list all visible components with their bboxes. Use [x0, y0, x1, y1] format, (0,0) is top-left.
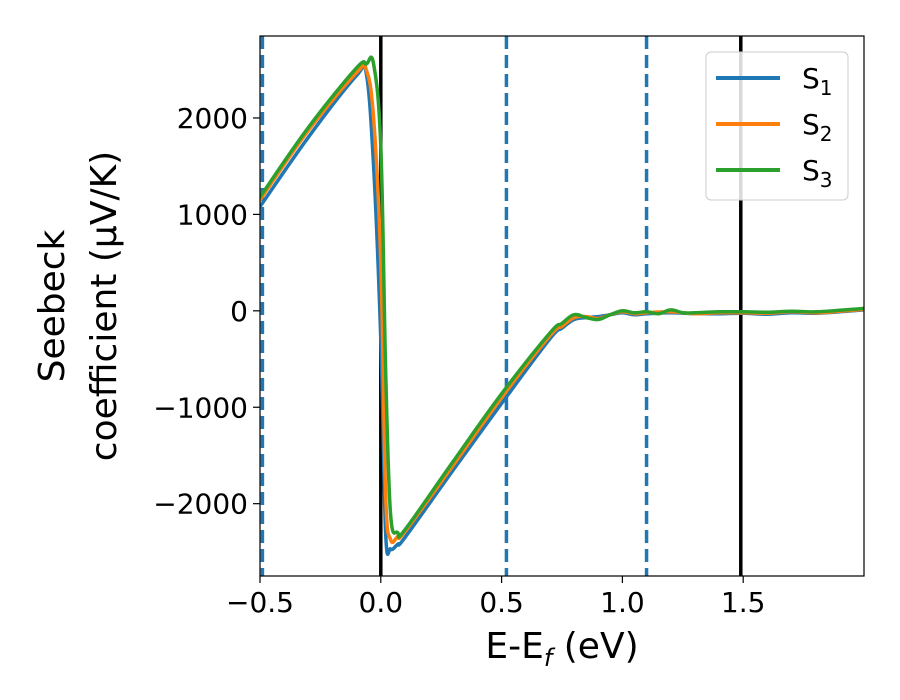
y-tick-label: −1000: [153, 391, 248, 424]
y-axis: 2000 1000 0 −1000 −2000: [153, 102, 260, 521]
x-axis-label: E-Ef (eV): [485, 626, 638, 672]
y-axis-label-line2: coefficient (μV/K): [84, 151, 125, 461]
x-tick-label: 1.0: [600, 586, 645, 619]
plot-frame: [259, 35, 865, 577]
legend-label-s1: S1: [802, 62, 833, 100]
data-series: [260, 55, 864, 557]
x-tick-label: −0.5: [226, 586, 294, 619]
legend-label-s2: S2: [802, 108, 833, 146]
y-tick-label: 2000: [177, 102, 248, 135]
x-tick-label: 1.5: [721, 586, 766, 619]
reference-lines: [260, 36, 743, 576]
x-tick-label: 0.0: [359, 586, 404, 619]
y-tick-label: 1000: [177, 198, 248, 231]
y-axis-label-line1: Seebeck: [32, 229, 73, 382]
legend-label-s3: S3: [802, 154, 833, 192]
y-tick-label: −2000: [153, 488, 248, 521]
y-tick-label: 0: [230, 295, 248, 328]
series-line-s3: [260, 55, 864, 539]
y-axis-label: Seebeck coefficient (μV/K): [32, 151, 125, 461]
x-tick-label: 0.5: [479, 586, 524, 619]
legend: S1 S2 S3: [705, 51, 849, 201]
x-axis: −0.5 0.0 0.5 1.0 1.5: [226, 576, 765, 619]
